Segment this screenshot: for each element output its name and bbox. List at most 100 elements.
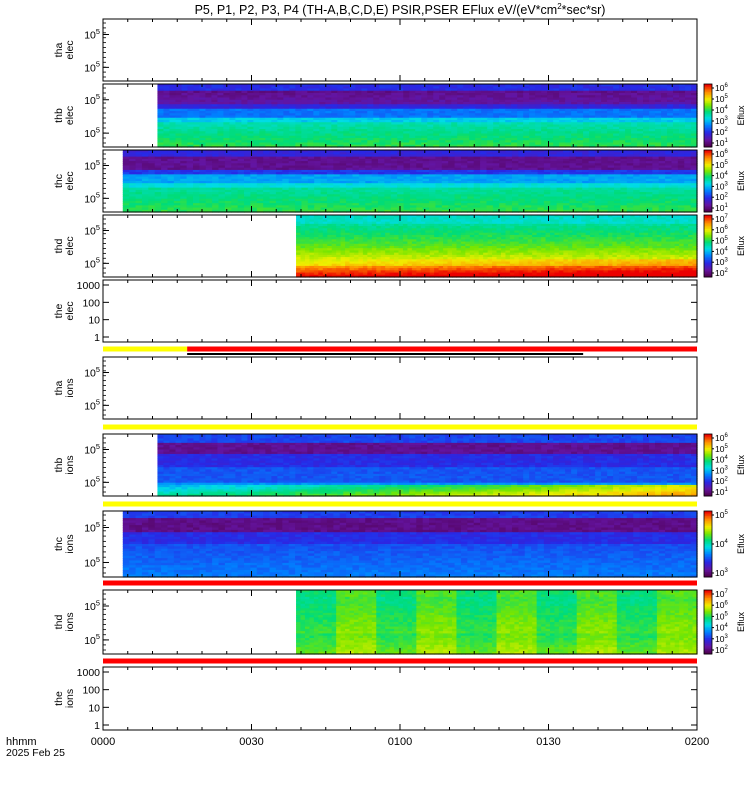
spectrogram-cell xyxy=(439,102,446,105)
spectrogram-cell xyxy=(511,108,518,112)
spectrogram-cell xyxy=(493,102,500,105)
spectrogram-cell xyxy=(223,108,230,112)
spectrogram-cell xyxy=(433,99,440,103)
spectrogram-cell xyxy=(391,117,398,121)
spectrogram-cell xyxy=(217,117,224,121)
spectrogram-cell xyxy=(373,122,380,126)
spectrogram-cell xyxy=(403,84,410,87)
spectrogram-cell xyxy=(265,88,272,92)
spectrogram-cell xyxy=(283,99,290,103)
spectrogram-cell xyxy=(391,124,398,128)
spectrogram-cell xyxy=(511,117,518,121)
spectrogram-cell xyxy=(367,88,374,92)
spectrogram-cell xyxy=(217,106,224,110)
spectrogram-cell xyxy=(607,86,614,90)
spectrogram-cell xyxy=(421,117,428,121)
spectrogram-cell xyxy=(301,93,308,96)
spectrogram-cell xyxy=(301,113,308,117)
spectrogram-cell xyxy=(499,124,506,128)
spectrogram-cell xyxy=(157,108,165,112)
spectrogram-cell xyxy=(265,95,272,99)
spectrogram-cell xyxy=(427,86,434,90)
spectrogram-cell xyxy=(229,126,236,130)
spectrogram-cell xyxy=(295,131,302,135)
spectrogram-cell xyxy=(685,108,692,112)
spectrogram-cell xyxy=(349,88,356,92)
spectrogram-cell xyxy=(607,124,614,128)
spectrogram-cell xyxy=(691,111,698,114)
spectrogram-cell xyxy=(301,84,308,87)
spectrogram-cell xyxy=(667,126,674,130)
spectrogram-cell xyxy=(325,86,332,90)
spectrogram-cell xyxy=(229,115,236,119)
spectrogram-cell xyxy=(481,93,488,96)
spectrogram-cell xyxy=(355,97,362,101)
colorbar-tick-label: 105 xyxy=(715,94,728,104)
spectrogram-cell xyxy=(169,129,177,132)
spectrogram-cell xyxy=(193,95,201,99)
spectrogram-cell xyxy=(691,95,698,99)
panel-species-label: elec xyxy=(64,40,76,59)
spectrogram-cell xyxy=(187,115,195,119)
spectrogram-cell xyxy=(577,102,584,105)
spectrogram-cell xyxy=(595,113,602,117)
spectrogram-cell xyxy=(433,95,440,99)
spectrogram-cell xyxy=(289,102,296,105)
spectrogram-cell xyxy=(283,86,290,90)
spectrogram-cell xyxy=(277,95,284,99)
spectrogram-cell xyxy=(553,88,560,92)
spectrogram-cell xyxy=(649,108,656,112)
spectrogram-cell xyxy=(601,117,608,121)
spectrogram-cell xyxy=(577,120,584,123)
spectrogram-cell xyxy=(631,95,638,99)
spectrogram-cell xyxy=(517,120,524,123)
spectrogram-cell xyxy=(667,106,674,110)
spectrogram-cell xyxy=(535,120,542,123)
spectrogram-cell xyxy=(505,108,512,112)
spectrogram-cell xyxy=(355,86,362,90)
spectrogram-cell xyxy=(361,104,368,108)
spectrogram-cell xyxy=(277,131,284,135)
spectrogram-cell xyxy=(181,122,189,126)
spectrogram-cell xyxy=(253,106,260,110)
spectrogram-cell xyxy=(181,99,189,103)
spectrogram-cell xyxy=(679,126,686,130)
spectrogram-cell xyxy=(583,104,590,108)
spectrogram-cell xyxy=(415,99,422,103)
spectrogram-cell xyxy=(361,99,368,103)
spectrogram-cell xyxy=(679,88,686,92)
spectrogram-cell xyxy=(295,117,302,121)
spectrogram-cell xyxy=(625,122,632,126)
spectrogram-cell xyxy=(619,115,626,119)
spectrogram-cell xyxy=(643,104,650,108)
spectrogram-cell xyxy=(373,129,380,132)
spectrogram-cell xyxy=(217,104,224,108)
spectrogram-cell xyxy=(439,99,446,103)
spectrogram-cell xyxy=(307,126,314,130)
spectrogram-cell xyxy=(307,124,314,128)
spectrogram-cell xyxy=(637,106,644,110)
spectrogram-cell xyxy=(397,90,404,94)
spectrogram-cell xyxy=(667,108,674,112)
spectrogram-cell xyxy=(385,106,392,110)
spectrogram-cell xyxy=(169,131,177,135)
colorbar-tick-label: 103 xyxy=(715,116,728,126)
spectrogram-cell xyxy=(655,90,662,94)
spectrogram-cell xyxy=(427,90,434,94)
spectrogram-cell xyxy=(559,84,566,87)
spectrogram-cell xyxy=(655,129,662,132)
spectrogram-cell xyxy=(607,113,614,117)
spectrogram-cell xyxy=(667,122,674,126)
spectrogram-cell xyxy=(301,106,308,110)
spectrogram-cell xyxy=(325,126,332,130)
spectrogram-cell xyxy=(211,122,218,126)
spectrogram-cell xyxy=(253,111,260,114)
spectrogram-cell xyxy=(523,95,530,99)
spectrogram-cell xyxy=(169,97,177,101)
spectrogram-cell xyxy=(199,102,206,105)
spectrogram-cell xyxy=(643,90,650,94)
spectrogram-cell xyxy=(391,99,398,103)
spectrogram-cell xyxy=(271,108,278,112)
spectrogram-cell xyxy=(481,102,488,105)
